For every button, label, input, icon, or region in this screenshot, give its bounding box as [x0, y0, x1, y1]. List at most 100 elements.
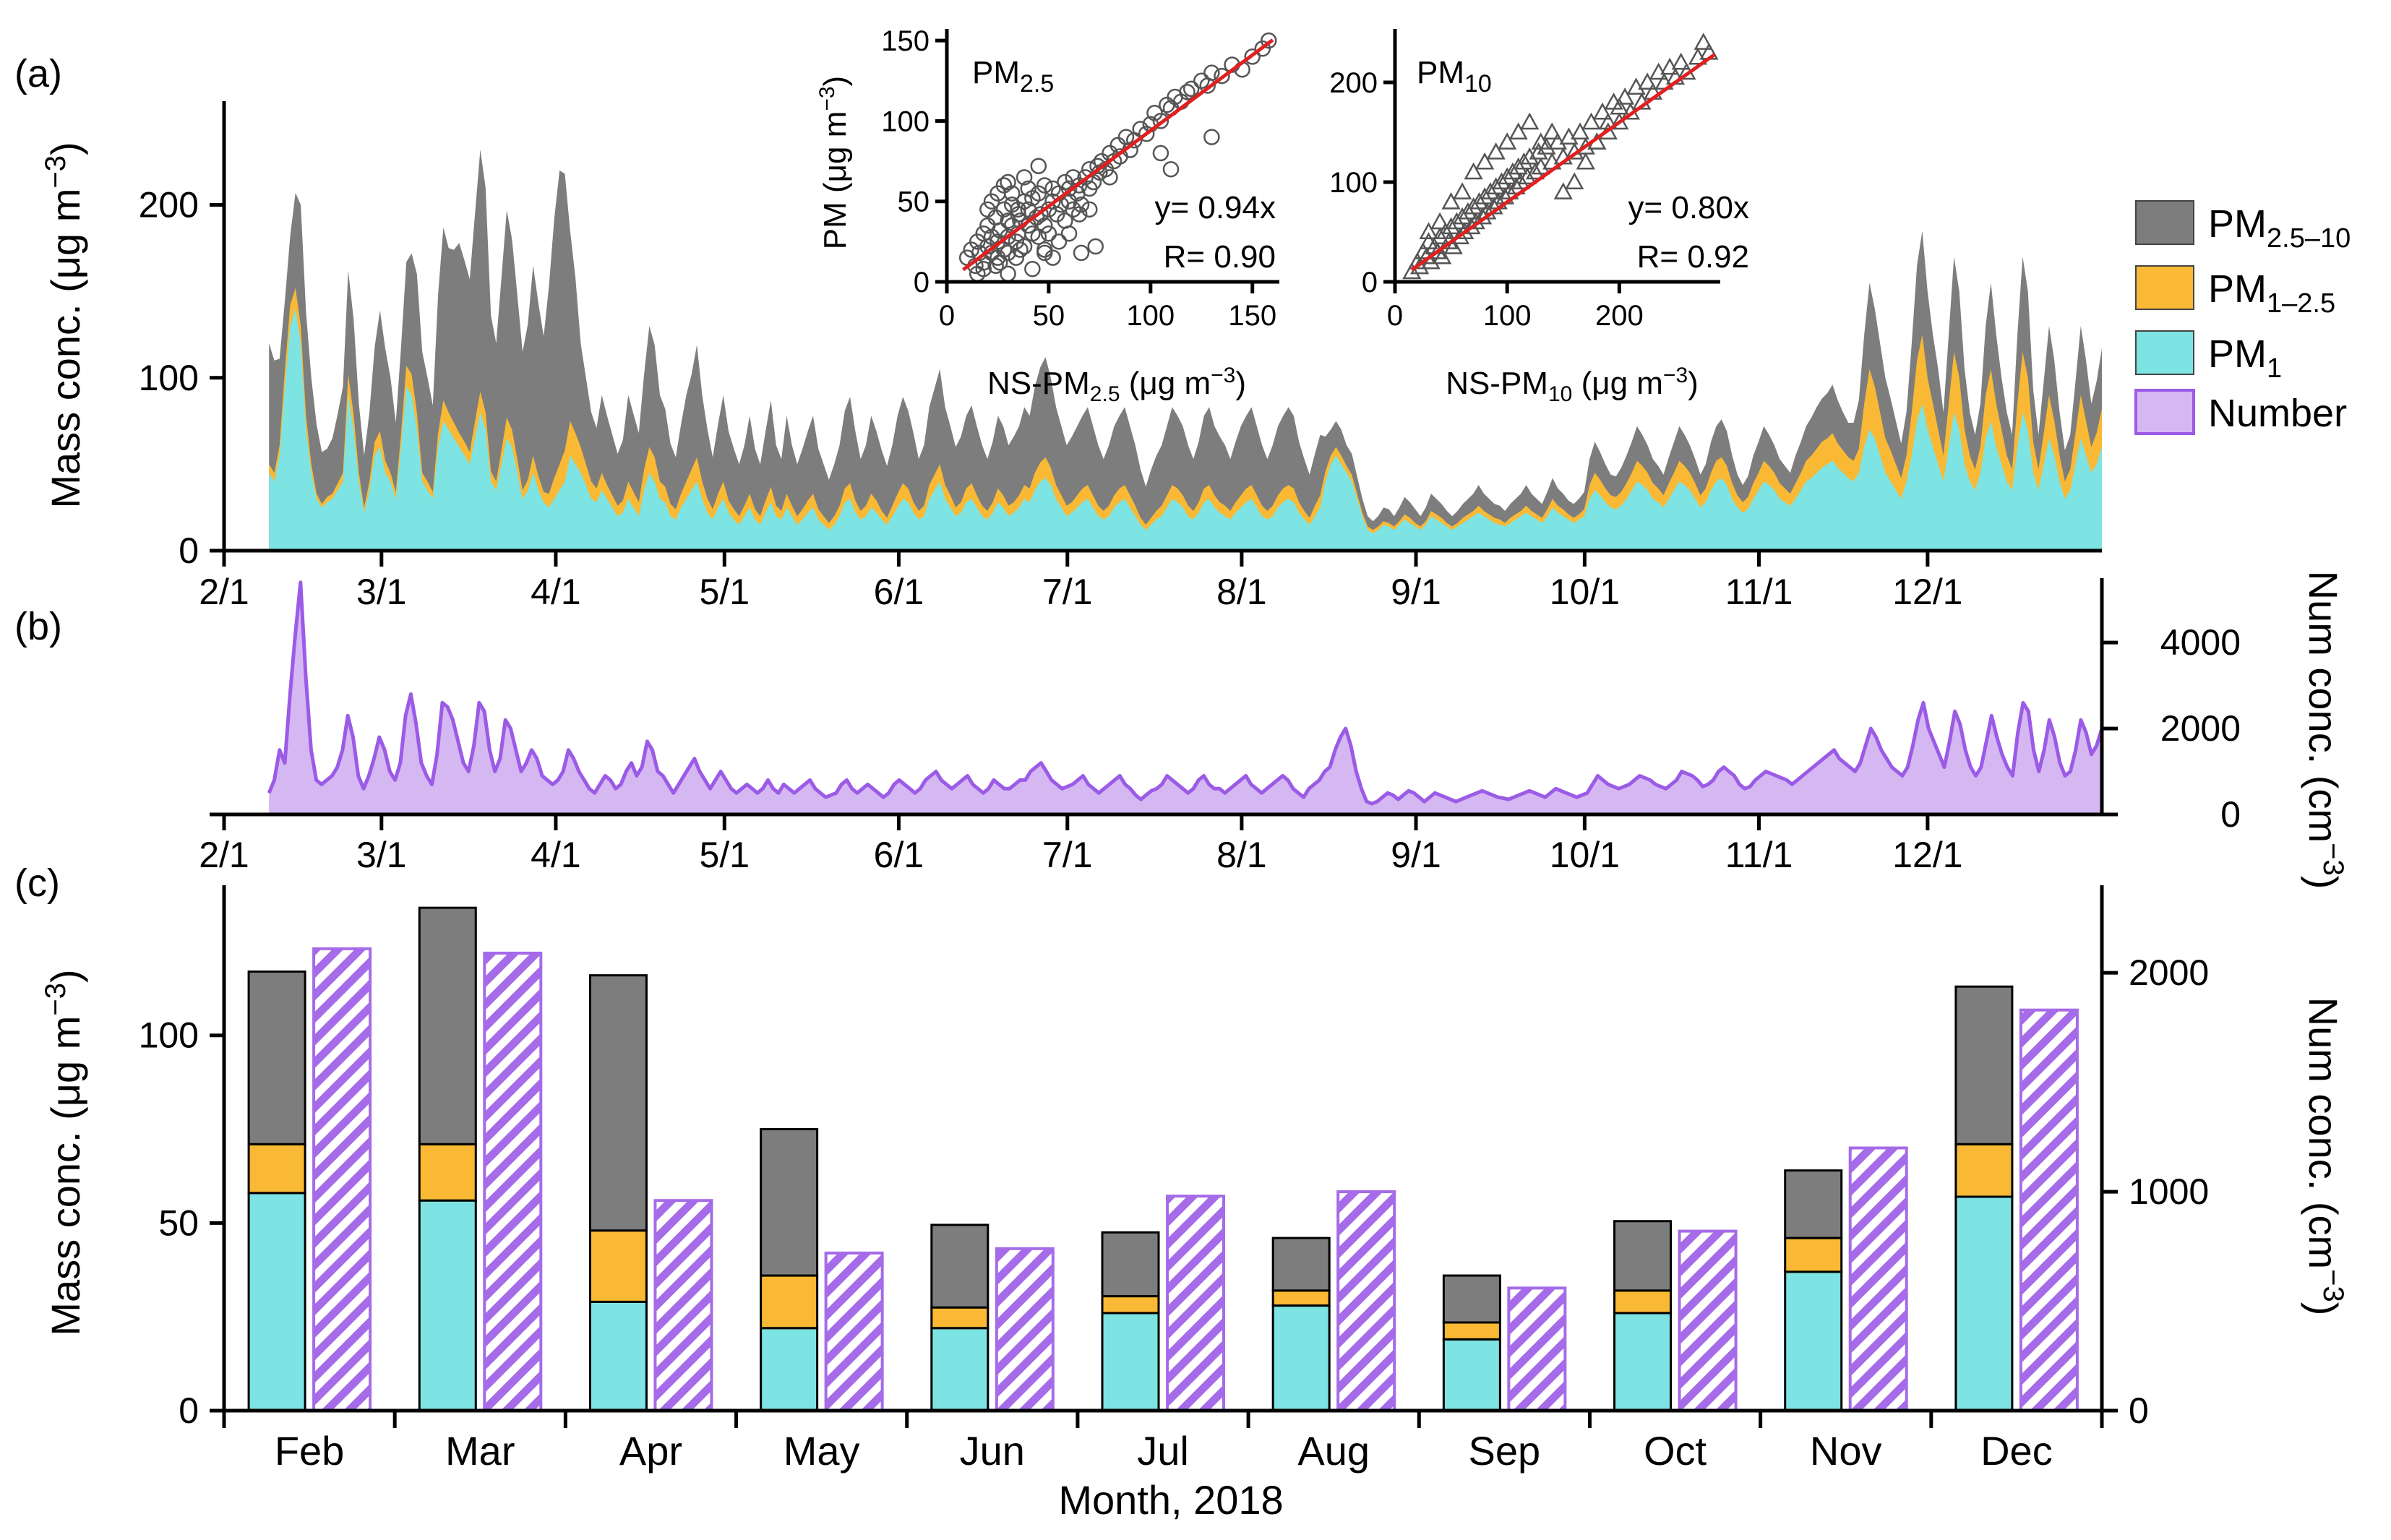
panel-label-b: (b): [14, 605, 62, 648]
panel-c-y-tick-label: 100: [139, 1015, 199, 1056]
panel-c-y-label: Mass conc. (μg m−3): [40, 969, 88, 1335]
inset2-title-base: PM: [1417, 55, 1464, 90]
inset2-point: [1430, 212, 1450, 230]
inset2-point: [1525, 162, 1545, 180]
bar-pm1: [247, 1192, 306, 1412]
panel-a-x-tick-label: 8/1: [1216, 572, 1267, 612]
inset1-point: [1016, 238, 1033, 255]
panel-c-x-tick-label: Nov: [1810, 1428, 1882, 1474]
inset2-point: [1671, 52, 1691, 70]
panel-c-x-ticks: Feb Mar Apr May Jun Jul Aug Sep Oct Nov Dec: [222, 1411, 2104, 1474]
inset1-fit-line: [962, 38, 1274, 272]
inset2-point: [1508, 157, 1528, 175]
panel-a-x-tick-label: 2/1: [199, 572, 249, 612]
inset1-point: [1008, 233, 1025, 250]
inset2-point: [1464, 197, 1483, 215]
inset1-x-label: NS-PM2.5 (μg m−3): [987, 364, 1246, 406]
inset1-point: [1152, 113, 1169, 129]
inset1-y-label-sup: −3: [815, 86, 839, 111]
panel-a-y-ticks: 0 100 200: [139, 185, 224, 571]
inset1-points: [958, 32, 1277, 283]
inset1-point: [1073, 196, 1090, 213]
legend-label-mid-base: PM: [2208, 267, 2267, 311]
inset1-point: [1261, 32, 1277, 49]
inset1-point: [1203, 64, 1220, 81]
inset1-point: [1024, 260, 1041, 278]
inset1-point: [1044, 249, 1061, 266]
inset2-x-label-sup: −3: [1663, 364, 1688, 387]
inset2-point: [1615, 87, 1635, 105]
inset1-y-label-base: PM (μg m: [817, 111, 853, 250]
inset2-x-label-close: ): [1688, 366, 1699, 401]
panel-c-x-tick-label: Oct: [1644, 1428, 1707, 1474]
inset1-x-tick-label: 100: [1126, 300, 1175, 332]
panel-b-x-tick-label: 10/1: [1550, 835, 1620, 875]
inset2-point: [1486, 142, 1506, 160]
panel-b-y-label-close: ): [2301, 876, 2346, 890]
inset1-point: [1060, 180, 1078, 197]
inset2-y-tick-label: 100: [1329, 167, 1378, 199]
inset1-equation: y= 0.94x: [1154, 190, 1276, 225]
bar-pm25-10: [247, 970, 306, 1145]
bar-pm1: [418, 1199, 477, 1412]
panel-c-y-label-close: ): [43, 969, 88, 983]
inset1-y-label: PM (μg m−3): [815, 76, 853, 249]
panel-b-y-tick-label: 4000: [2160, 622, 2241, 663]
panel-a-y-tick-label: 100: [139, 358, 199, 398]
inset1-y-tick-label: 0: [914, 267, 930, 298]
bar-number: [1166, 1195, 1225, 1413]
inset2-point: [1480, 182, 1501, 199]
inset1-y-label-close: ): [817, 76, 853, 87]
inset1-x-tick-label: 0: [939, 300, 955, 332]
inset1-point: [1000, 244, 1016, 262]
inset1-point: [1040, 225, 1057, 242]
panel-a-x-tick-label: 5/1: [700, 572, 750, 612]
inset1-point: [992, 254, 1008, 271]
inset2-point: [1520, 147, 1540, 165]
inset1-title-sub: 2.5: [1020, 70, 1054, 98]
inset1-point: [1050, 233, 1068, 250]
bar-number: [1848, 1146, 1908, 1412]
inset2-point: [1517, 167, 1537, 185]
inset1-point: [1020, 180, 1036, 197]
panel-c-y2-label-text: Num conc. (cm: [2301, 997, 2346, 1270]
inset1-point: [975, 260, 992, 278]
panel-label-a: (a): [14, 52, 62, 95]
legend-swatch-number: [2134, 389, 2195, 435]
inset2-point: [1450, 227, 1470, 244]
inset2-point: [1565, 172, 1584, 190]
area-pm1-25: [269, 288, 2103, 551]
inset2-y-tick-label: 0: [1362, 267, 1378, 298]
bar-pm1-25: [588, 1229, 648, 1303]
panel-a-y-label-sup: −3: [40, 155, 72, 189]
inset2-point: [1694, 33, 1713, 50]
panel-b-x-tick-label: 7/1: [1042, 835, 1093, 875]
panel-b-x-tick-label: 4/1: [531, 835, 581, 875]
inset2-point: [1458, 202, 1477, 220]
bar-pm1-25: [247, 1143, 306, 1195]
panel-b-y-label-sup: −3: [2317, 843, 2349, 876]
panel-b-x-ticks: 2/1 3/1 4/1 5/1 6/1 7/1 8/1 9/1 10/1 11/1 12/1: [199, 814, 1963, 875]
inset2-point: [1486, 177, 1506, 194]
panel-b-y-label-text: Num conc. (cm: [2301, 571, 2346, 843]
panel-a-x-tick-label: 7/1: [1042, 572, 1093, 612]
inset1-title: PM2.5: [972, 55, 1054, 98]
bar-number: [824, 1251, 884, 1413]
bar-number: [312, 947, 372, 1412]
panel-c-x-tick-label: Apr: [619, 1428, 682, 1474]
inset1-point: [1032, 206, 1049, 223]
panel-b-x-tick-label: 8/1: [1216, 835, 1267, 875]
area-pm25-10: [269, 150, 2103, 551]
inset1-point: [1214, 67, 1230, 85]
panel-b-x-tick-label: 11/1: [1725, 835, 1793, 875]
inset1-point: [1179, 84, 1196, 100]
inset2-point: [1433, 246, 1452, 264]
bar-pm1: [1613, 1312, 1673, 1412]
inset2-point: [1638, 72, 1657, 90]
panel-c-x-tick-label: Feb: [275, 1428, 345, 1474]
inset1-point: [1203, 129, 1220, 145]
panel-c-y-label-sup: −3: [40, 983, 72, 1016]
inset1-point: [1073, 244, 1090, 262]
inset1-point: [1244, 48, 1261, 65]
